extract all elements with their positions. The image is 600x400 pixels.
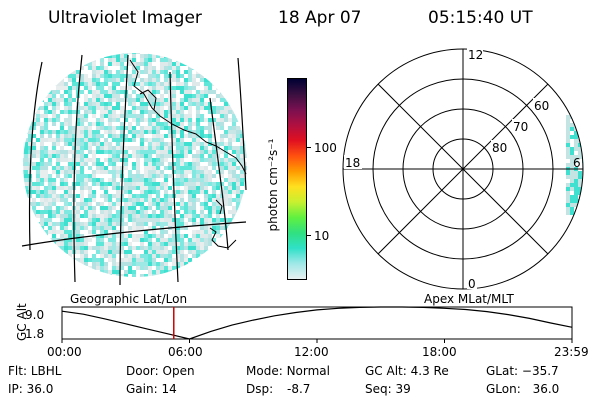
colorbar bbox=[287, 78, 307, 280]
glon-status: GLon: 36.0 bbox=[486, 382, 560, 396]
colorbar-unit-label: photon cm⁻²s⁻¹ bbox=[266, 138, 280, 232]
geographic-image-panel bbox=[21, 53, 247, 286]
geographic-label: Geographic Lat/Lon bbox=[70, 292, 188, 306]
filter-status: Flt: LBHL bbox=[8, 364, 62, 378]
mlt-label-18: 18 bbox=[345, 156, 360, 170]
seq-status: Seq: 39 bbox=[365, 382, 411, 396]
gain-status: Gain: 14 bbox=[126, 382, 177, 396]
ip-status: IP: 36.0 bbox=[8, 382, 54, 396]
colorbar-tickmark bbox=[306, 235, 311, 236]
altitude-xtick-label: 06:00 bbox=[168, 345, 203, 359]
altitude-xtick-label: 23:59 bbox=[554, 345, 589, 359]
mode-status: Mode: Normal bbox=[246, 364, 330, 378]
instrument-title: Ultraviolet Imager bbox=[48, 8, 202, 28]
altitude-xtick-label: 00:00 bbox=[47, 345, 82, 359]
colorbar-tickmark bbox=[306, 147, 311, 148]
gc-alt-status: GC Alt: 4.3 Re bbox=[365, 364, 449, 378]
polar-mlat-mlt-panel: 12 0 18 6 60 70 80 bbox=[342, 47, 584, 290]
colorbar-tick-100: 100 bbox=[314, 141, 337, 155]
mlat-label-80: 80 bbox=[492, 141, 507, 155]
door-status: Door: Open bbox=[126, 364, 195, 378]
mlat-label-60: 60 bbox=[534, 99, 549, 113]
mlt-label-0: 0 bbox=[468, 277, 476, 290]
altitude-plot bbox=[61, 306, 573, 343]
glat-status: GLat: −35.7 bbox=[486, 364, 559, 378]
time-label: 05:15:40 UT bbox=[428, 8, 533, 28]
uv-emission-disk bbox=[23, 53, 247, 277]
altitude-curve bbox=[61, 306, 572, 340]
altitude-plot-frame bbox=[61, 306, 573, 340]
altitude-ytick-max: 9.0 bbox=[25, 308, 45, 322]
coastline bbox=[129, 59, 247, 249]
diagonal-line bbox=[377, 83, 549, 255]
mlt-label-6: 6 bbox=[573, 156, 581, 170]
altitude-xtick-label: 18:00 bbox=[422, 345, 457, 359]
altitude-xtick-label: 12:00 bbox=[294, 345, 329, 359]
mlt-label-12: 12 bbox=[468, 48, 483, 62]
colorbar-tick-10: 10 bbox=[314, 229, 330, 243]
apex-label: Apex MLat/MLT bbox=[424, 292, 514, 306]
altitude-ytick-min: 1.8 bbox=[25, 327, 45, 341]
geographic-grid bbox=[21, 54, 247, 286]
date-label: 18 Apr 07 bbox=[278, 8, 362, 28]
mlat-label-70: 70 bbox=[513, 120, 528, 134]
dsp-status: Dsp: -8.7 bbox=[246, 382, 311, 396]
